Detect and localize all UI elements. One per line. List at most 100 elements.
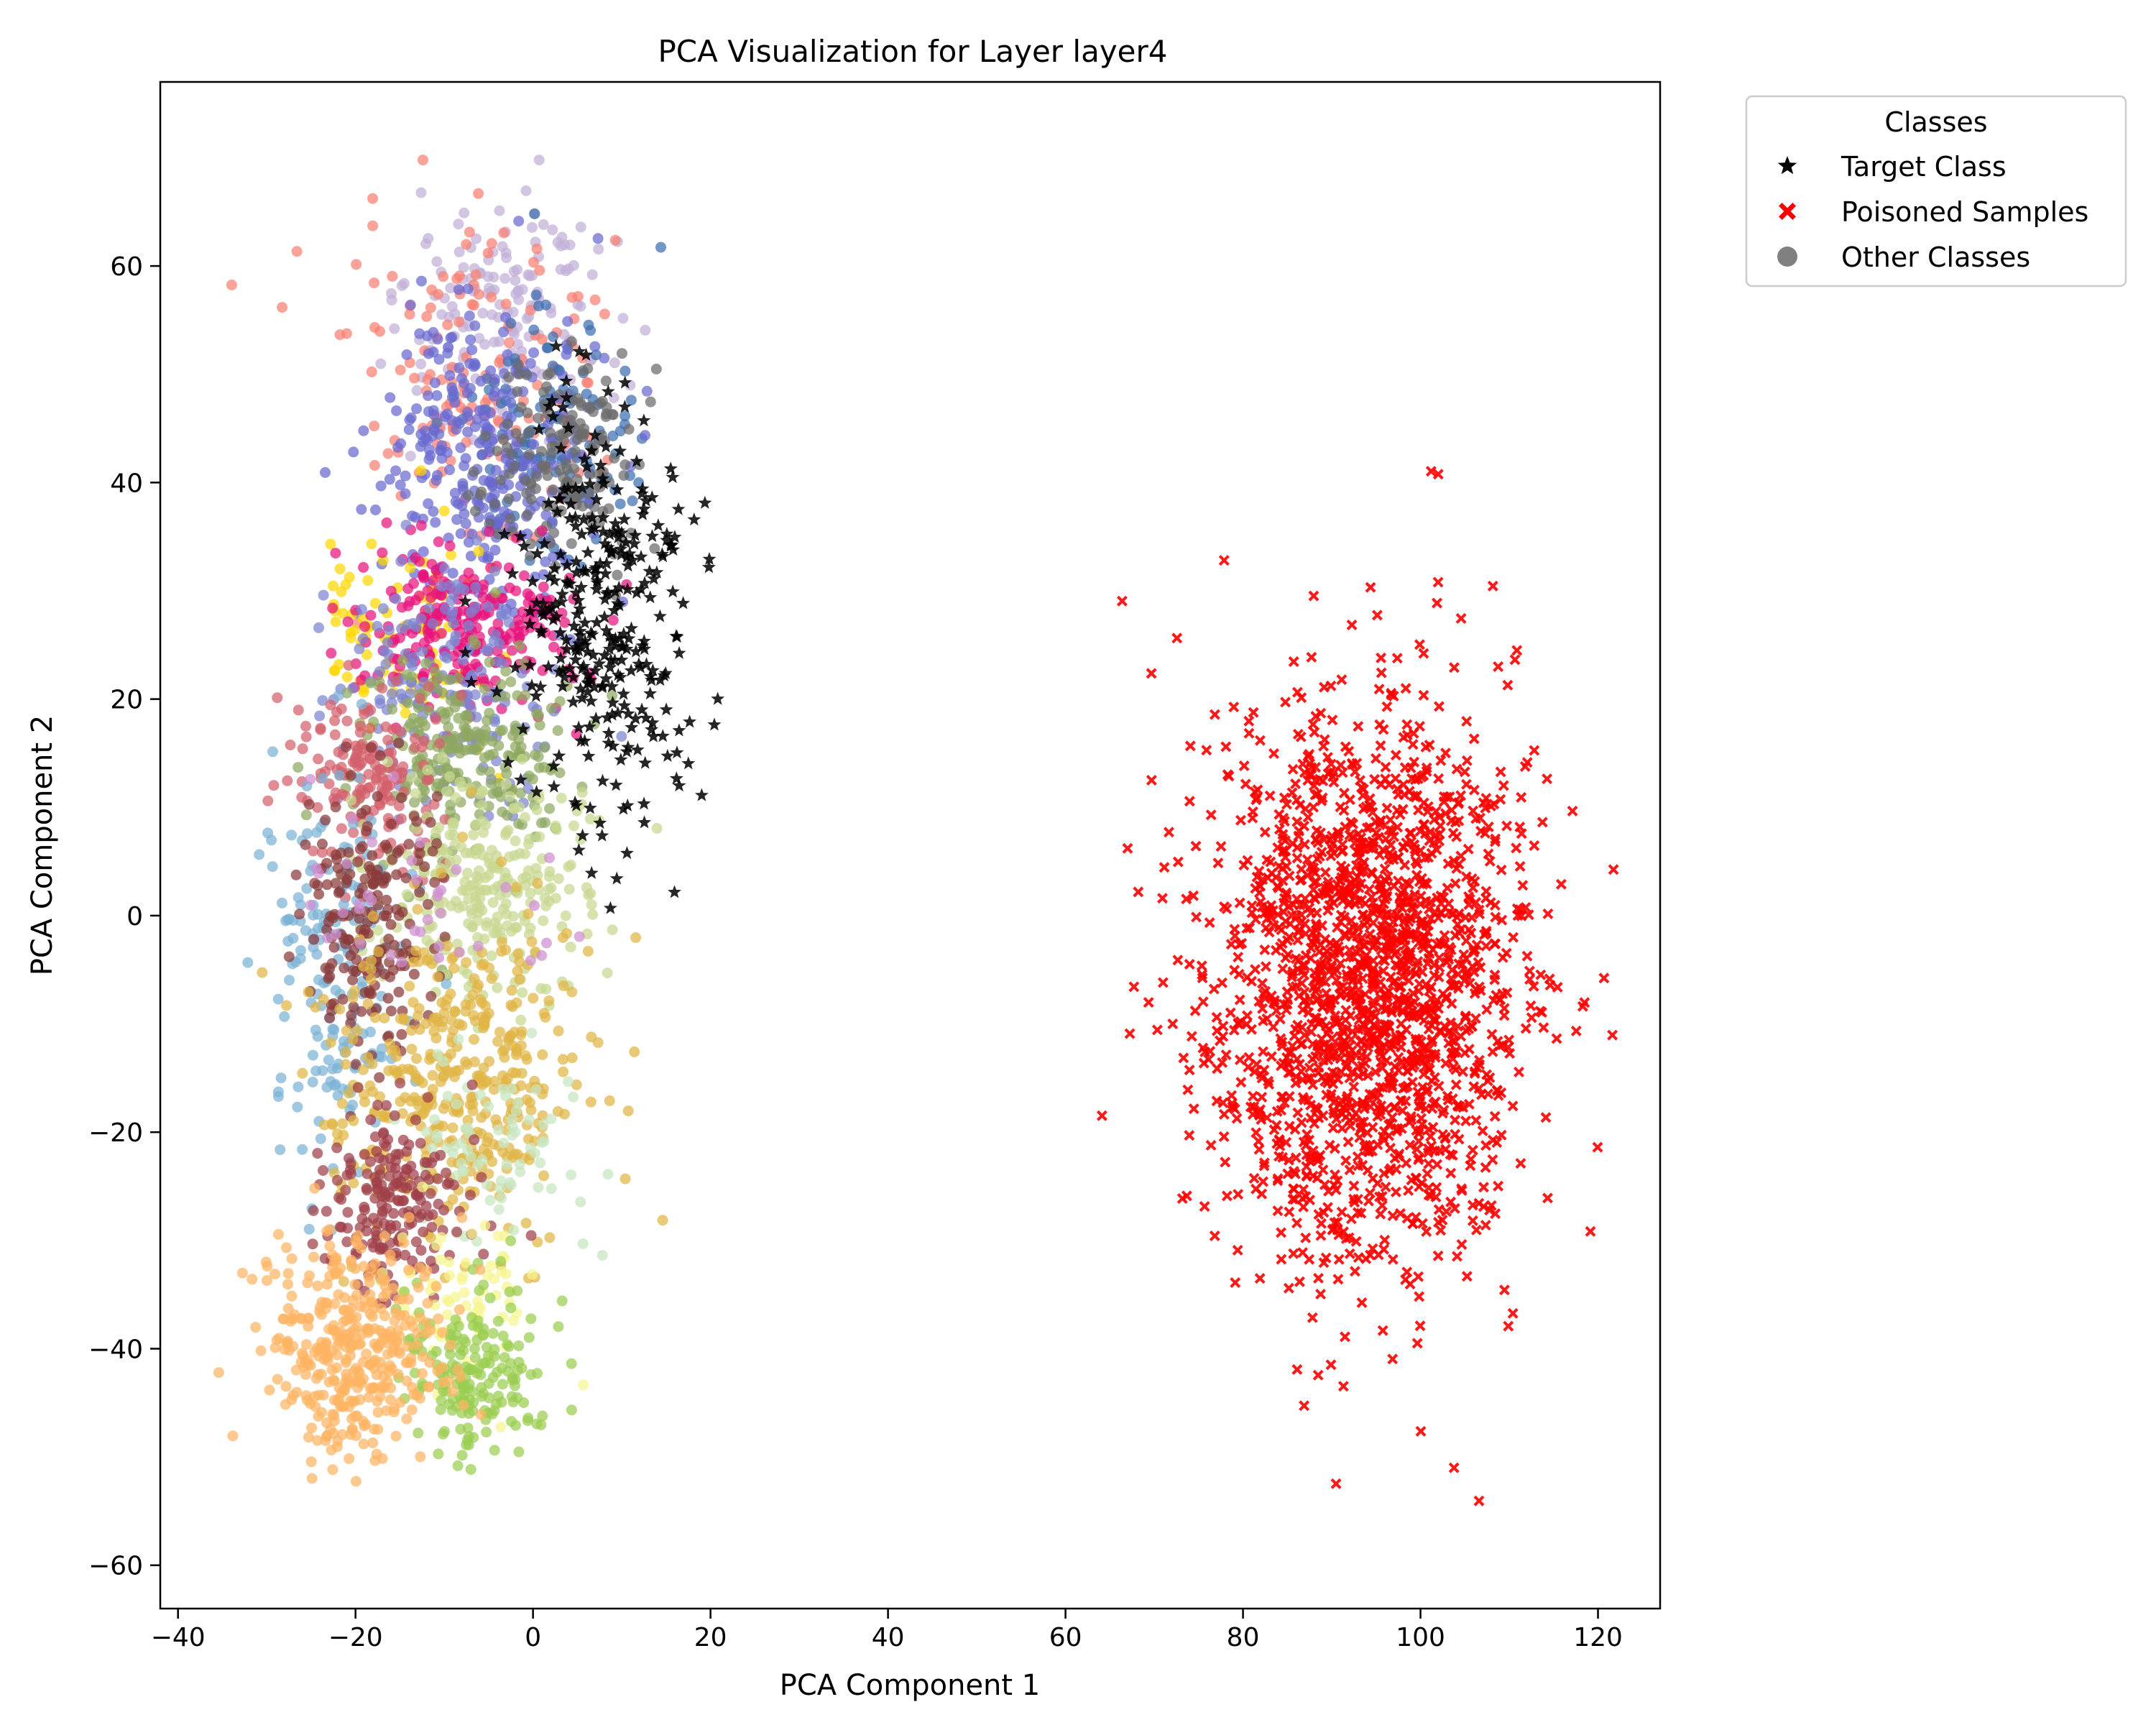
other-class-point xyxy=(441,978,452,990)
other-class-point xyxy=(227,1430,239,1442)
other-class-point xyxy=(418,436,429,448)
target-class-point xyxy=(568,519,583,533)
other-class-point xyxy=(379,1013,390,1024)
other-class-point xyxy=(506,985,517,996)
target-class-point xyxy=(581,667,595,681)
poisoned-sample-point xyxy=(1253,865,1265,877)
poisoned-sample-point xyxy=(1143,997,1154,1008)
target-class-point xyxy=(597,648,612,661)
other-class-point xyxy=(300,731,312,742)
other-class-point xyxy=(577,1238,589,1249)
other-class-point xyxy=(344,1453,355,1464)
target-class-point xyxy=(571,720,586,734)
poisoned-sample-point xyxy=(1232,1244,1243,1256)
other-class-point xyxy=(364,722,376,734)
other-class-point xyxy=(457,901,469,912)
other-class-point xyxy=(599,352,610,364)
other-class-point xyxy=(356,1006,367,1017)
other-class-point xyxy=(460,847,471,859)
other-class-point xyxy=(420,238,432,249)
target-class-point xyxy=(635,487,649,500)
target-class-point xyxy=(545,393,559,407)
other-class-point xyxy=(272,692,283,704)
poisoned-sample-point xyxy=(1316,1218,1327,1229)
target-class-point xyxy=(459,645,472,658)
target-class-point xyxy=(599,566,612,580)
other-class-point xyxy=(400,707,411,719)
target-class-point xyxy=(605,707,619,721)
other-class-point xyxy=(577,431,589,443)
other-class-point xyxy=(506,1416,517,1427)
other-class-point xyxy=(341,1357,352,1368)
poisoned-sample-point xyxy=(1256,1092,1268,1103)
target-class-point xyxy=(655,547,669,561)
target-class-point xyxy=(614,525,629,539)
other-class-point xyxy=(396,623,407,635)
other-class-point xyxy=(436,706,447,717)
other-class-point xyxy=(641,385,653,397)
other-class-point xyxy=(538,915,549,926)
other-class-point xyxy=(458,1165,469,1177)
other-class-point xyxy=(366,366,377,377)
other-class-point xyxy=(464,226,475,238)
other-class-point xyxy=(404,980,415,992)
other-class-point xyxy=(428,1026,440,1037)
other-class-point xyxy=(342,616,354,627)
target-class-point xyxy=(560,642,573,656)
poisoned-sample-point xyxy=(1452,1021,1464,1032)
poisoned-sample-point xyxy=(1217,1057,1228,1068)
other-class-point xyxy=(488,1084,499,1095)
other-class-point xyxy=(545,427,556,438)
other-class-point xyxy=(382,448,394,459)
other-class-point xyxy=(360,804,372,816)
other-class-point xyxy=(297,1067,308,1079)
other-class-point xyxy=(386,1044,397,1056)
other-class-point xyxy=(367,911,379,922)
poisoned-sample-point xyxy=(1300,1232,1312,1243)
other-class-point xyxy=(361,1168,373,1179)
other-class-point xyxy=(415,1312,426,1323)
other-class-point xyxy=(414,692,425,704)
other-class-point xyxy=(423,1174,435,1185)
other-class-point xyxy=(563,1076,574,1087)
target-class-point xyxy=(601,384,615,397)
other-class-point xyxy=(599,308,610,320)
other-class-point xyxy=(382,1338,394,1349)
other-class-point xyxy=(382,756,393,768)
poisoned-sample-point xyxy=(1391,653,1403,664)
target-class-point xyxy=(687,512,701,526)
other-class-point xyxy=(487,735,498,747)
other-class-point xyxy=(345,1343,356,1354)
other-class-point xyxy=(328,580,339,592)
other-class-point xyxy=(430,474,442,486)
other-class-point xyxy=(456,1138,467,1149)
poisoned-sample-point xyxy=(1171,632,1183,644)
poisoned-sample-point xyxy=(1288,656,1299,667)
other-class-point xyxy=(346,1010,357,1021)
other-class-point xyxy=(512,1097,524,1108)
other-class-point xyxy=(423,1210,434,1222)
other-class-point xyxy=(492,446,502,456)
other-class-point xyxy=(385,585,397,597)
other-class-point xyxy=(387,704,398,715)
other-class-point xyxy=(439,932,451,943)
other-class-point xyxy=(411,385,423,396)
other-class-point xyxy=(359,1149,370,1160)
other-class-point xyxy=(257,967,268,978)
target-class-point xyxy=(669,771,683,785)
target-class-point xyxy=(592,656,607,670)
other-class-point xyxy=(640,430,651,441)
other-class-point xyxy=(444,540,456,551)
other-class-point xyxy=(450,792,461,804)
other-class-point xyxy=(413,702,424,714)
other-class-point xyxy=(292,1081,304,1092)
other-class-point xyxy=(443,341,454,353)
target-class-point xyxy=(602,736,616,750)
other-class-point xyxy=(543,995,555,1006)
other-class-point xyxy=(372,620,383,632)
other-class-point xyxy=(400,873,412,884)
other-class-point xyxy=(489,386,501,397)
other-class-point xyxy=(349,1396,360,1407)
other-class-point xyxy=(505,676,517,688)
poisoned-sample-point xyxy=(1260,961,1271,972)
